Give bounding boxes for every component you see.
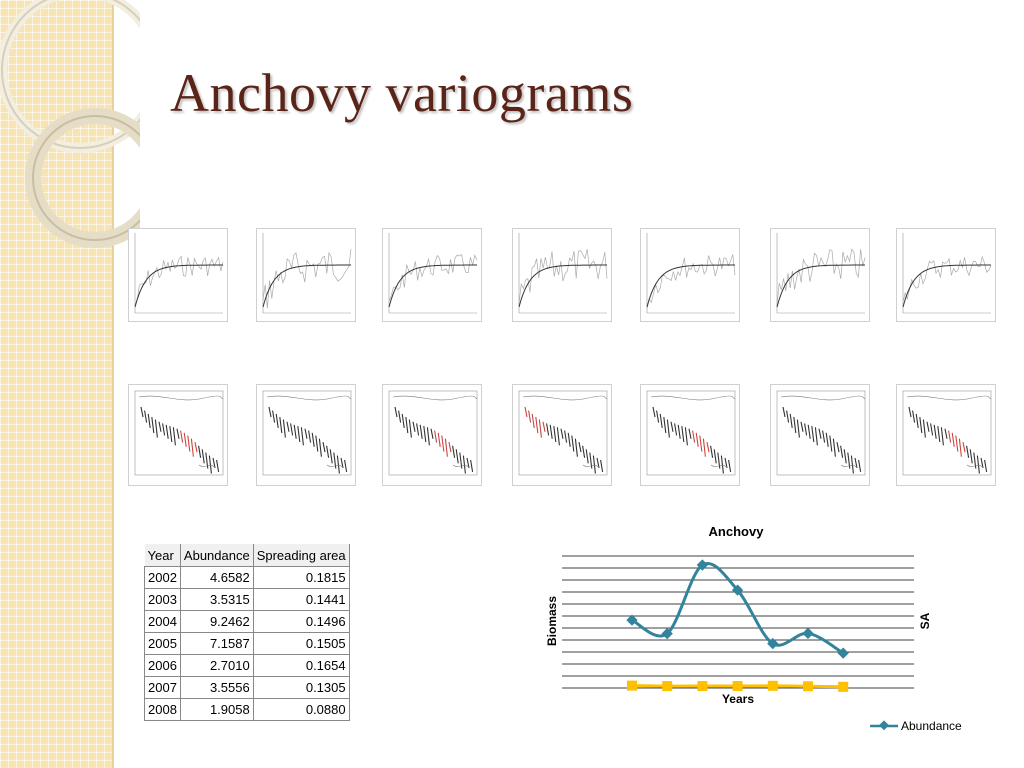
variogram-plot-thumbnail [896,228,996,322]
table-cell: 3.5315 [179,588,254,611]
distribution-map-thumbnail [382,384,482,486]
variogram-plot-thumbnail [256,228,356,322]
data-point-spreading-area [838,681,849,692]
slide-title: Anchovy variograms [170,63,634,123]
data-point-spreading-area [627,680,637,691]
table-row: 2004 9.2462 0.1496 [144,610,350,633]
table-cell: 0.1654 [252,654,350,677]
variogram-plot-thumbnail [128,228,228,322]
variogram-plot-thumbnail [382,228,482,322]
table-cell: 2006 [144,654,181,677]
data-point-spreading-area [662,681,673,692]
table-cell: 0.1505 [252,632,350,655]
table-row: 2006 2.7010 0.1654 [144,654,350,677]
distribution-map-thumbnail [640,384,740,486]
table-cell: 0.1815 [252,566,350,589]
table-header-cell: Abundance [180,544,254,567]
table-cell: 4.6582 [179,566,254,589]
table-cell: 2008 [144,698,181,721]
table-header-cell: Year [144,544,181,567]
data-point-spreading-area [732,681,743,692]
chart-series-layer [626,559,849,692]
table-row: 2007 3.5556 0.1305 [144,676,350,699]
y-axis-label: Biomass [545,596,559,646]
data-point-abundance [802,627,814,639]
distribution-map-thumbnail [256,384,356,486]
table-cell: 2002 [144,566,181,589]
table-row: 2008 1.9058 0.0880 [144,698,350,721]
table-cell: 2.7010 [179,654,254,677]
table-row: 2005 7.1587 0.1505 [144,632,350,655]
table-row: 2002 4.6582 0.1815 [144,566,350,589]
distribution-map-thumbnail [896,384,996,486]
data-point-spreading-area [767,680,778,691]
data-point-spreading-area [803,681,813,692]
table-cell: 0.1441 [252,588,350,611]
distribution-map-thumbnail [512,384,612,486]
x-axis-label: Years [722,692,754,706]
table-cell: 3.5556 [179,676,254,699]
anchovy-chart: Anchovy Biomass SA Years Abundance [545,524,962,733]
table-cell: 9.2462 [179,610,254,633]
table-body: 2002 4.6582 0.1815 2003 3.5315 0.1441 2004 9.24… [144,566,350,721]
chart-legend: Abundance [870,719,962,733]
table-cell: 0.0880 [252,698,350,721]
variogram-plot-thumbnail [512,228,612,322]
table-header-cell: Spreading area [253,544,350,567]
y2-axis-label: SA [918,612,932,629]
decorative-rings [0,0,140,248]
distribution-map-thumbnail [128,384,228,486]
variogram-plot-thumbnail [770,228,870,322]
data-point-abundance [731,584,744,596]
table-row: 2003 3.5315 0.1441 [144,588,350,611]
data-point-spreading-area [697,681,708,692]
legend-abundance-label: Abundance [901,719,962,733]
distribution-map-thumbnail [770,384,870,486]
table-cell: 7.1587 [179,632,254,655]
legend-abundance-marker [879,720,889,731]
table-cell: 0.1305 [252,676,350,699]
chart-title: Anchovy [709,524,765,539]
table-cell: 1.9058 [179,698,254,721]
table-cell: 2004 [144,610,181,633]
table-cell: 2003 [144,588,181,611]
table-cell: 2005 [144,632,181,655]
table-cell: 0.1496 [252,610,350,633]
table-cell: 2007 [144,676,181,699]
abundance-table: Year Abundance Spreading area 2002 4.6582 0.… [144,544,350,721]
chart-gridlines [562,555,914,689]
table-header-row: Year Abundance Spreading area [144,544,350,567]
variogram-plot-thumbnail [640,228,740,322]
